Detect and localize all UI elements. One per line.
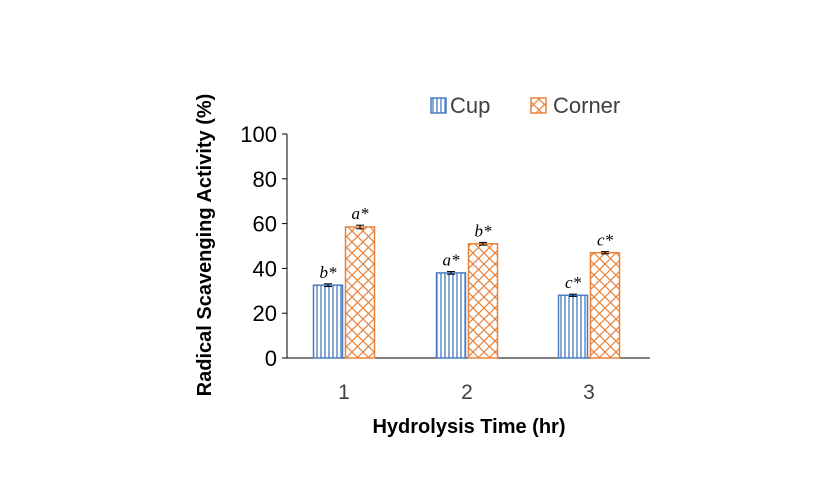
bar-cup [557, 294, 589, 359]
bar-cup [312, 284, 344, 359]
y-tick-label: 20 [253, 301, 277, 326]
y-tick-label: 100 [240, 122, 277, 147]
y-tick-label: 80 [253, 167, 277, 192]
y-tick-label: 60 [253, 212, 277, 237]
x-tick-label: 2 [461, 381, 473, 404]
legend-label-cup: Cup [450, 93, 490, 118]
legend-label-corner: Corner [553, 93, 620, 118]
y-tick-label: 0 [265, 346, 277, 371]
x-tick-label: 1 [338, 381, 350, 404]
legend: Cup Corner [430, 93, 620, 118]
x-tick-label: 3 [583, 381, 595, 404]
significance-label: c* [597, 231, 614, 250]
legend-swatch-corner [530, 97, 547, 114]
plot-area: 0 20 40 60 80 100 1 2 3 b* a* c* a* b* c* [240, 122, 650, 404]
y-tick-label: 40 [253, 256, 277, 281]
legend-swatch-cup [430, 97, 447, 114]
significance-label: a* [443, 251, 461, 270]
significance-label: b* [475, 221, 493, 240]
significance-label: c* [565, 273, 582, 292]
bar-corner [467, 243, 499, 359]
y-axis-title: Radical Scavenging Activity (%) [194, 94, 216, 397]
bar-corner [344, 226, 376, 359]
significance-label: a* [352, 204, 370, 223]
significance-label: b* [320, 263, 338, 282]
bar-corner [589, 251, 621, 359]
x-axis-title: Hydrolysis Time (hr) [372, 416, 565, 438]
bar-cup [435, 272, 467, 359]
